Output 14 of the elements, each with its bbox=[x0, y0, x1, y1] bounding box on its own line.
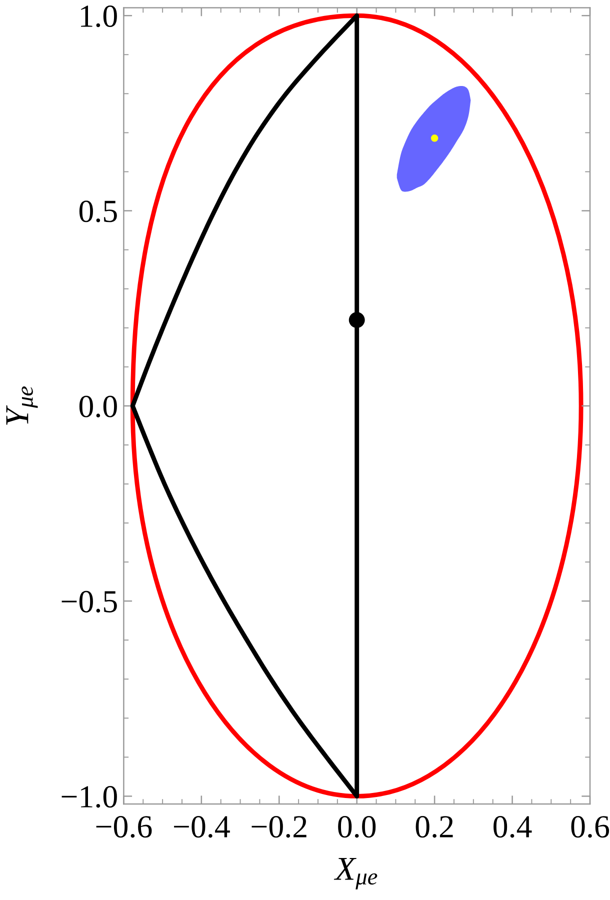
y-tick-label: −1.0 bbox=[62, 786, 117, 808]
y-axis-title: Y$_{μe}$ bbox=[6, 386, 38, 425]
y-tick-label: −0.5 bbox=[62, 590, 117, 613]
y-tick-label: 1.0 bbox=[81, 5, 117, 28]
y-tick-label: 0.0 bbox=[79, 396, 117, 418]
x-tick-label: 0.2 bbox=[416, 816, 453, 838]
x-tick-label: 0.6 bbox=[571, 816, 610, 838]
x-tick-label: −0.2 bbox=[252, 816, 306, 838]
y-tick-label: 0.5 bbox=[79, 200, 117, 222]
x-tick-label: −0.4 bbox=[174, 816, 230, 838]
x-axis-title: X$_{μe}$ bbox=[334, 858, 378, 890]
x-tick-label: 0.0 bbox=[338, 816, 376, 838]
x-tick-label: 0.4 bbox=[494, 816, 532, 838]
x-tick-label: −0.6 bbox=[96, 816, 152, 838]
